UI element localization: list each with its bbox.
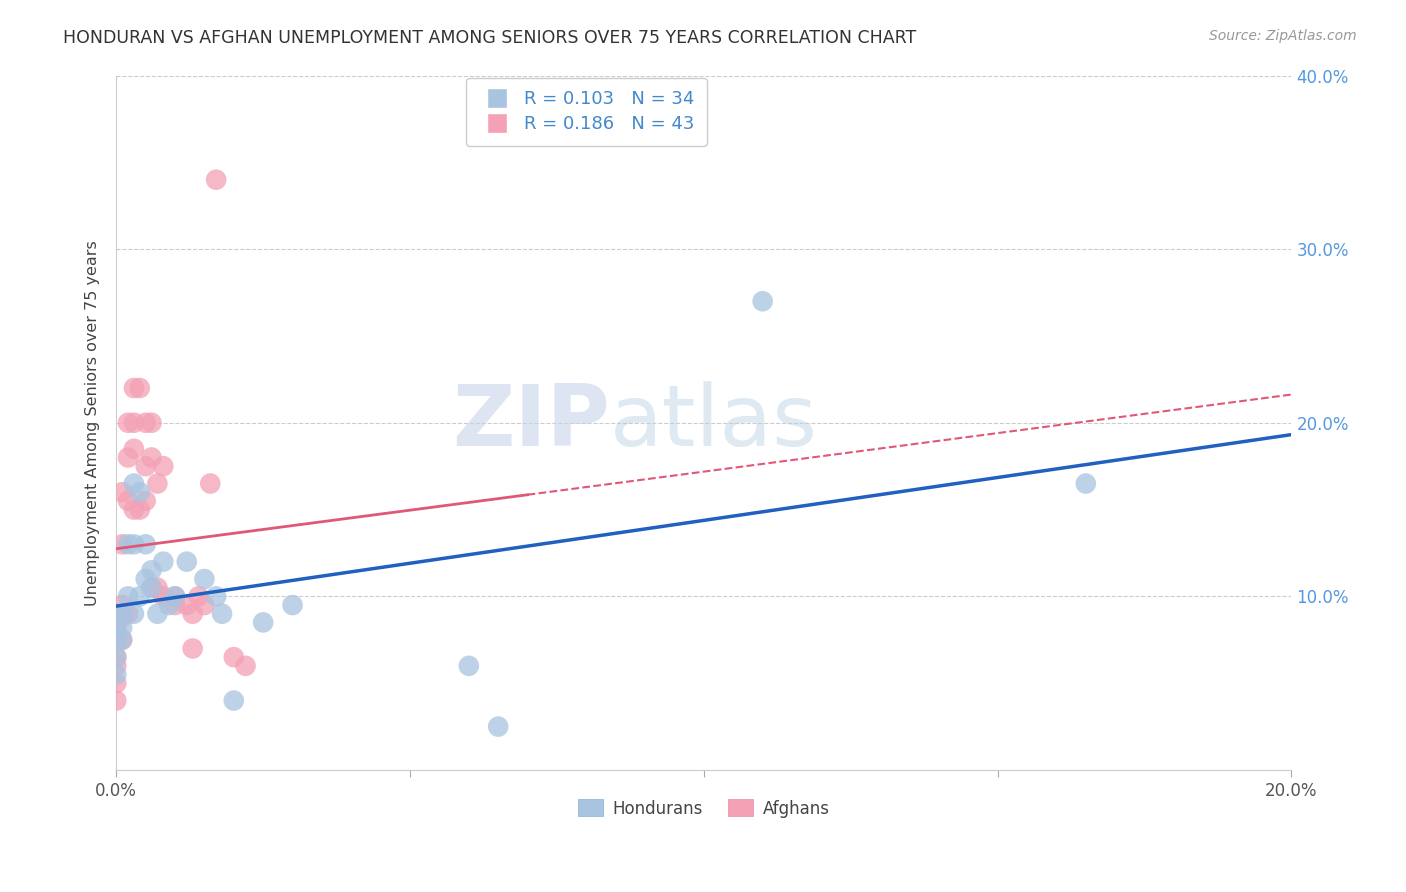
Point: [211, 607, 233, 621]
Text: HONDURAN VS AFGHAN UNEMPLOYMENT AMONG SENIORS OVER 75 YEARS CORRELATION CHART: HONDURAN VS AFGHAN UNEMPLOYMENT AMONG SE…: [63, 29, 917, 46]
Point: [111, 537, 134, 551]
Point: [128, 381, 150, 395]
Point: [163, 590, 186, 604]
Point: [128, 590, 150, 604]
Point: [105, 693, 128, 707]
Point: [105, 621, 128, 635]
Point: [111, 485, 134, 500]
Text: Source: ZipAtlas.com: Source: ZipAtlas.com: [1209, 29, 1357, 43]
Point: [122, 381, 145, 395]
Point: [111, 632, 134, 647]
Point: [128, 502, 150, 516]
Point: [457, 658, 479, 673]
Point: [193, 572, 215, 586]
Point: [181, 641, 204, 656]
Point: [117, 537, 139, 551]
Point: [193, 598, 215, 612]
Point: [281, 598, 304, 612]
Text: ZIP: ZIP: [453, 381, 610, 464]
Point: [176, 555, 198, 569]
Point: [105, 676, 128, 690]
Point: [117, 607, 139, 621]
Point: [146, 476, 169, 491]
Point: [105, 658, 128, 673]
Point: [105, 632, 128, 647]
Point: [146, 581, 169, 595]
Point: [122, 416, 145, 430]
Point: [111, 632, 134, 647]
Point: [163, 590, 186, 604]
Point: [117, 416, 139, 430]
Point: [135, 459, 157, 474]
Point: [111, 621, 134, 635]
Point: [176, 598, 198, 612]
Point: [141, 581, 163, 595]
Point: [152, 459, 174, 474]
Point: [235, 658, 257, 673]
Point: [105, 607, 128, 621]
Legend: Hondurans, Afghans: Hondurans, Afghans: [571, 793, 837, 824]
Point: [111, 598, 134, 612]
Point: [135, 494, 157, 508]
Point: [105, 632, 128, 647]
Point: [141, 563, 163, 577]
Point: [187, 590, 209, 604]
Point: [111, 607, 134, 621]
Point: [157, 598, 180, 612]
Point: [141, 581, 163, 595]
Point: [105, 650, 128, 665]
Point: [222, 693, 245, 707]
Point: [152, 590, 174, 604]
Point: [122, 607, 145, 621]
Point: [105, 621, 128, 635]
Point: [105, 667, 128, 681]
Point: [181, 607, 204, 621]
Point: [252, 615, 274, 630]
Point: [163, 598, 186, 612]
Point: [117, 450, 139, 465]
Point: [486, 720, 509, 734]
Y-axis label: Unemployment Among Seniors over 75 years: Unemployment Among Seniors over 75 years: [86, 240, 100, 606]
Point: [122, 502, 145, 516]
Text: atlas: atlas: [610, 381, 818, 464]
Point: [1074, 476, 1097, 491]
Point: [122, 476, 145, 491]
Point: [146, 607, 169, 621]
Point: [135, 416, 157, 430]
Point: [141, 416, 163, 430]
Point: [105, 607, 128, 621]
Point: [205, 590, 228, 604]
Point: [111, 610, 134, 624]
Point: [205, 172, 228, 186]
Point: [152, 555, 174, 569]
Point: [128, 485, 150, 500]
Point: [135, 572, 157, 586]
Point: [751, 294, 773, 309]
Point: [122, 537, 145, 551]
Point: [105, 650, 128, 665]
Point: [122, 442, 145, 456]
Point: [200, 476, 222, 491]
Point: [141, 450, 163, 465]
Point: [222, 650, 245, 665]
Point: [135, 537, 157, 551]
Point: [117, 494, 139, 508]
Point: [117, 590, 139, 604]
